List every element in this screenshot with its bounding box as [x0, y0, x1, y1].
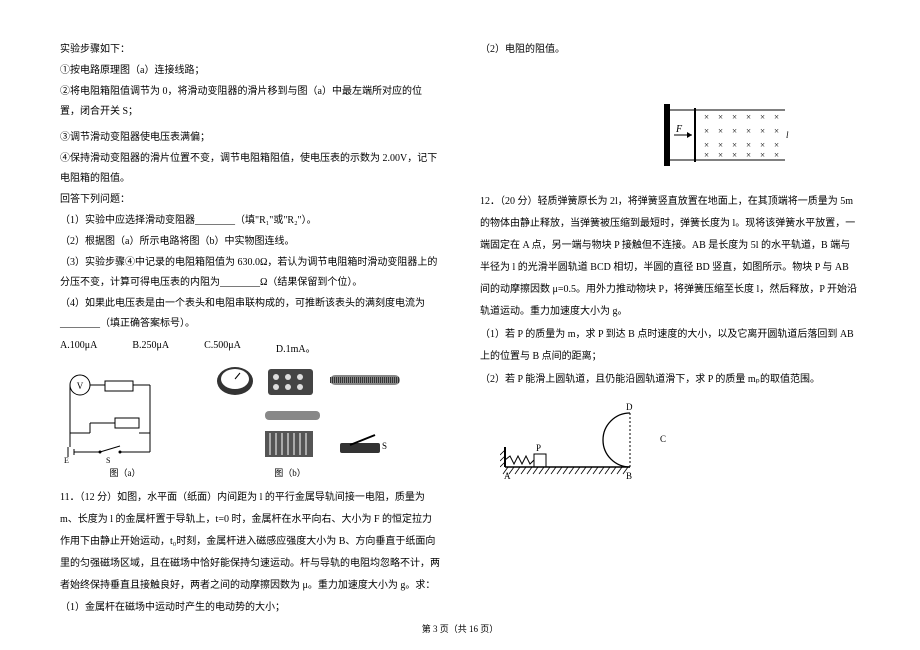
step1: ①按电路原理图（a）连接线路； [60, 61, 440, 81]
step2: ②将电阻箱阻值调节为 0，将滑动变阻器的滑片移到与图（a）中最左端所对应的位置，… [60, 82, 440, 122]
svg-text:×: × [704, 150, 709, 160]
svg-text:×: × [746, 112, 751, 122]
circuit-figures: V E [60, 363, 440, 479]
svg-text:×: × [704, 140, 709, 150]
svg-text:×: × [732, 112, 737, 122]
svg-text:×: × [718, 140, 723, 150]
svg-text:×: × [760, 150, 765, 160]
svg-text:×: × [774, 140, 779, 150]
svg-text:F: F [675, 124, 683, 135]
svg-text:P: P [536, 443, 541, 453]
svg-text:×: × [774, 112, 779, 122]
magnetic-field-diagram: F ×××××× ×××××× ×××××× ×××××× l [660, 100, 790, 170]
svg-text:×: × [732, 140, 737, 150]
q11-sub1: （1）金属杆在磁场中运动时产生的电动势的大小； [60, 598, 440, 618]
svg-text:×: × [704, 112, 709, 122]
track-diagram: P A B D C [500, 402, 700, 482]
svg-text:×: × [704, 126, 709, 136]
svg-text:E: E [64, 456, 69, 463]
circuit-b-svg: S [210, 363, 410, 463]
svg-text:×: × [760, 126, 765, 136]
svg-text:×: × [746, 150, 751, 160]
svg-text:V: V [77, 381, 84, 391]
svg-text:×: × [760, 112, 765, 122]
opt-c: C.500μA [204, 340, 241, 355]
opt-a: A.100μA [60, 340, 97, 355]
svg-text:×: × [746, 140, 751, 150]
svg-text:S: S [382, 441, 387, 451]
svg-text:C: C [660, 434, 666, 444]
svg-text:×: × [718, 150, 723, 160]
sub-q2: （2）根据图（a）所示电路将图（b）中实物图连线。 [60, 232, 440, 252]
svg-text:l: l [786, 130, 789, 140]
svg-text:×: × [718, 112, 723, 122]
svg-text:×: × [774, 150, 779, 160]
q12: 12．（20 分）轻质弹簧原长为 2l，将弹簧竖直放置在地面上，在其顶端将一质量… [480, 191, 860, 323]
opt-d: D.1mA。 [276, 340, 316, 355]
svg-text:×: × [732, 126, 737, 136]
step3: ③调节滑动变阻器使电压表满偏； [60, 128, 440, 148]
answer-prompt: 回答下列问题： [60, 190, 440, 210]
svg-text:×: × [774, 126, 779, 136]
sub-q3: （3）实验步骤④中记录的电阻箱阻值为 630.0Ω，若认为调节电阻箱时滑动变阻器… [60, 253, 440, 293]
circuit-a-svg: V E [60, 363, 190, 463]
svg-text:×: × [732, 150, 737, 160]
opt-b: B.250μA [132, 340, 169, 355]
q11: 11．（12 分）如图，水平面（纸面）内间距为 l 的平行金属导轨间接一电阻，质… [60, 487, 440, 597]
sub-q4: （4）如果此电压表是由一个表头和电阻串联构成的，可推断该表头的满刻度电流为___… [60, 294, 440, 334]
page-footer: 第 3 页（共 16 页） [0, 622, 920, 635]
svg-text:D: D [626, 402, 633, 412]
fig-b-label: 图（b） [170, 466, 410, 479]
svg-text:A: A [504, 471, 511, 481]
q11-sub2: （2）电阻的阻值。 [480, 40, 860, 60]
step-intro: 实验步骤如下： [60, 40, 440, 60]
sub-q1: （1）实验中应选择滑动变阻器________（填"R₁"或"R₂"）。 [60, 211, 440, 231]
svg-text:S: S [106, 456, 110, 463]
options-row: A.100μA B.250μA C.500μA D.1mA。 [60, 340, 440, 355]
q12-sub2: （2）若 P 能滑上圆轨道，且仍能沿圆轨道滑下，求 P 的质量 mₚ的取值范围。 [480, 369, 860, 391]
svg-text:×: × [718, 126, 723, 136]
svg-text:×: × [760, 140, 765, 150]
svg-text:×: × [746, 126, 751, 136]
q12-sub1: （1）若 P 的质量为 m，求 P 到达 B 点时速度的大小，以及它离开圆轨道后… [480, 324, 860, 368]
svg-text:B: B [626, 471, 632, 481]
step4: ④保持滑动变阻器的滑片位置不变，调节电阻箱阻值，使电压表的示数为 2.00V，记… [60, 149, 440, 189]
